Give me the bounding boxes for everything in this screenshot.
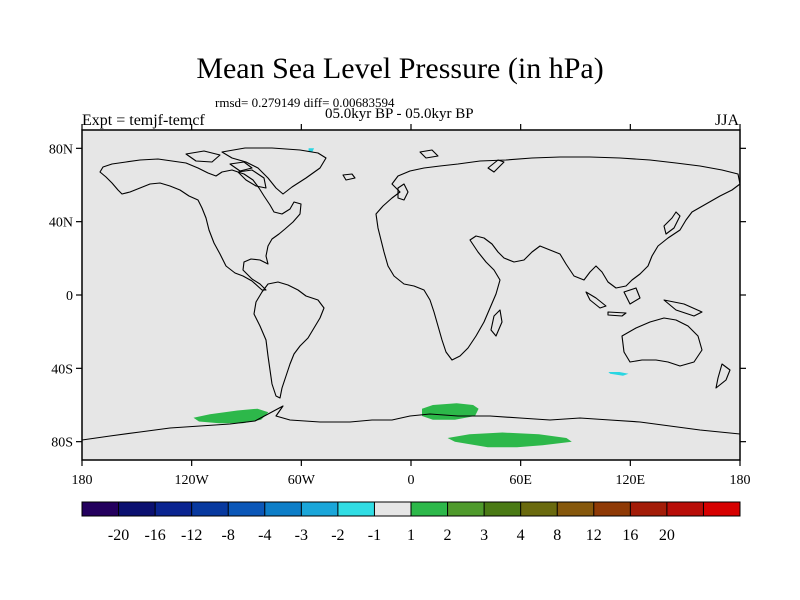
colorbar-swatch	[557, 502, 595, 516]
south-indian-ocean-patch	[608, 372, 629, 376]
colorbar-label: 4	[517, 527, 525, 544]
season-label: JJA	[715, 112, 740, 129]
lon-tick-label: 60W	[288, 473, 316, 488]
colorbar-label: -2	[331, 527, 344, 544]
colorbar-swatch	[191, 502, 229, 516]
map-title: Mean Sea Level Pressure (in hPa)	[196, 52, 604, 85]
coastline-baffin	[237, 169, 267, 189]
map-background	[82, 130, 740, 460]
coastline-svalbard	[419, 149, 439, 159]
lat-tick-label: 0	[66, 289, 73, 304]
colorbar-label: -8	[222, 527, 235, 544]
colorbar-frame	[81, 501, 741, 517]
lat-tick-label: 80N	[49, 142, 73, 157]
colorbar-swatch	[264, 502, 302, 516]
colorbar-swatch	[520, 502, 558, 516]
colorbar: -20 -16 -12 -8 -4 -3 -2 -1 1 2 3 4 8 12 16 20	[81, 501, 741, 544]
colorbar-label: -4	[258, 527, 271, 544]
coastline-uk	[397, 183, 409, 201]
colorbar-label: 16	[622, 527, 638, 544]
coastline-new-guinea	[663, 299, 703, 317]
colorbar-swatch	[484, 502, 521, 516]
colorbar-swatch	[374, 502, 412, 516]
coastline-novaya-zemlya	[487, 159, 505, 173]
coastlines	[82, 147, 740, 441]
lon-tick-label: 120W	[175, 473, 210, 488]
lon-tick-label: 120E	[616, 473, 646, 488]
period-label: 05.0kyr BP - 05.0kyr BP	[325, 106, 474, 122]
coastline-arctic-islands-2	[229, 161, 253, 172]
rmsd-diff-label: rmsd= 0.279149 diff= 0.00683594	[215, 95, 395, 110]
colorbar-swatch	[411, 502, 448, 516]
colorbar-swatch	[155, 502, 192, 516]
coastline-north-america	[99, 158, 302, 291]
colorbar-swatch	[301, 502, 339, 516]
lon-tick-label: 60E	[509, 473, 532, 488]
lat-tick-label: 40S	[51, 362, 73, 377]
colorbar-swatch	[447, 502, 485, 516]
colorbar-label: 20	[659, 527, 675, 544]
east-antarctic-patch	[447, 432, 572, 448]
coastline-south-america	[253, 281, 325, 399]
colorbar-label: 2	[444, 527, 452, 544]
colorbar-swatch	[703, 502, 741, 516]
colorbar-label: -16	[144, 527, 165, 544]
colorbar-label: 3	[480, 527, 488, 544]
colorbar-label: -12	[181, 527, 202, 544]
coastline-australia	[621, 317, 703, 367]
coastline-madagascar	[490, 309, 503, 337]
coastline-java	[607, 311, 627, 317]
colorbar-label: 1	[407, 527, 415, 544]
coastline-japan	[663, 211, 681, 235]
colorbar-swatch	[666, 502, 704, 516]
colorbar-label: 12	[586, 527, 602, 544]
coastline-new-zealand	[715, 363, 731, 389]
colorbar-swatch	[82, 502, 119, 516]
greenland-patch	[308, 148, 315, 152]
colorbar-swatch	[228, 502, 266, 516]
coastline-arctic-islands-1	[185, 150, 221, 163]
lat-tick-label: 80S	[51, 436, 73, 451]
coastline-antarctica	[82, 405, 740, 441]
amundsen-sea-patch	[193, 408, 269, 424]
lon-tick-label: 180	[730, 473, 751, 488]
lon-tick-label: 180	[72, 473, 93, 488]
colorbar-label: 8	[553, 527, 561, 544]
coastline-eurasia-africa	[375, 156, 740, 361]
colorbar-label: -20	[108, 527, 129, 544]
colorbar-swatch	[630, 502, 668, 516]
coastline-iceland	[342, 173, 356, 181]
coastline-sumatra	[585, 291, 607, 309]
experiment-label: Expt = temjf-temcf	[82, 112, 205, 129]
lat-tick-label: 40N	[49, 216, 73, 231]
colorbar-label: -1	[368, 527, 381, 544]
colorbar-swatch	[118, 502, 156, 516]
lon-tick-label: 0	[408, 473, 415, 488]
axis-ticks: 80N 40N 0 40S 80S 180 120W 60W 0 60E 120E 180	[49, 124, 751, 488]
coastline-borneo	[623, 287, 641, 305]
colorbar-label: -3	[295, 527, 308, 544]
coastline-greenland	[221, 147, 327, 195]
colorbar-swatch	[593, 502, 631, 516]
colorbar-swatch	[337, 502, 375, 516]
